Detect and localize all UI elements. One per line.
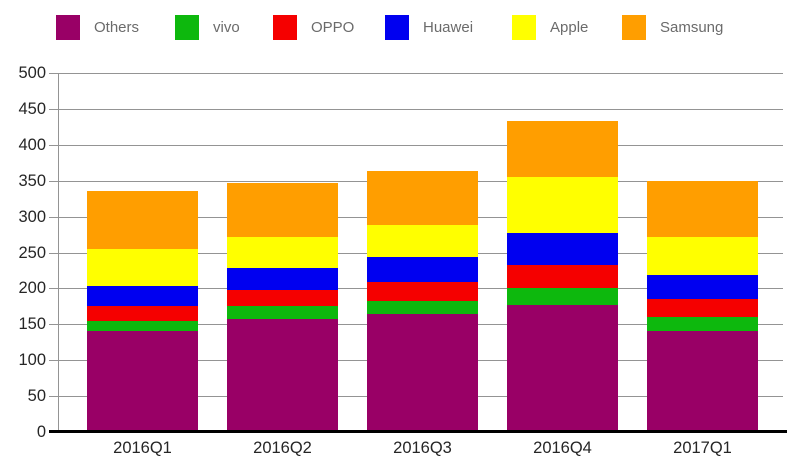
bar-segment-samsung [367,170,478,226]
legend-label: Huawei [423,19,474,36]
legend-item-samsung: Samsung [622,15,723,40]
bar-segment-oppo [227,289,338,306]
legend-item-oppo: OPPO [273,15,354,40]
bar-segment-samsung [647,181,758,237]
legend-label: Apple [550,19,589,36]
legend-swatch-vivo [175,15,199,40]
bar-segment-huawei [507,233,618,265]
y-axis-tick-label: 350 [18,172,46,190]
legend-item-vivo: vivo [175,15,240,40]
y-axis-tick-label: 0 [36,423,46,441]
x-axis-label: 2016Q2 [253,439,312,457]
bar-segment-vivo [647,317,758,331]
y-axis-line [58,73,59,432]
y-axis-tick-label: 150 [18,315,46,333]
gridline-400 [49,145,783,146]
bar-segment-samsung [507,121,618,178]
y-axis-tick-label: 200 [18,279,46,297]
bar-segment-apple [87,248,198,287]
bar-2016Q3 [367,0,478,432]
legend-label: vivo [213,19,240,36]
bar-segment-oppo [647,299,758,318]
bar-segment-huawei [87,286,198,307]
legend-item-others: Others [56,15,139,40]
bar-segment-others [87,331,198,432]
legend-swatch-huawei [385,15,409,40]
legend-label: Samsung [660,19,724,36]
gridline-450 [49,109,783,110]
chart-legend: Others vivo OPPO Huawei Apple Samsung [0,0,800,55]
y-axis-tick-label: 250 [18,244,46,262]
legend-label: Others [94,19,140,36]
bar-segment-vivo [227,305,338,320]
bar-segment-oppo [367,281,478,301]
gridline-500 [49,73,783,74]
bar-segment-samsung [87,191,198,249]
bar-segment-apple [227,237,338,268]
x-axis-label: 2016Q3 [393,439,452,457]
bar-segment-apple [647,236,758,276]
bar-2016Q4 [507,0,618,432]
bar-segment-vivo [367,300,478,315]
bar-segment-others [647,330,758,432]
bar-segment-vivo [87,321,198,332]
legend-label: OPPO [311,19,355,36]
x-axis-line [49,430,787,433]
legend-item-apple: Apple [512,15,588,40]
bar-segment-others [367,314,478,432]
bar-segment-others [227,319,338,432]
y-axis-tick-label: 50 [27,387,46,405]
y-axis-tick-label: 500 [18,64,46,82]
bar-segment-huawei [367,256,478,282]
bar-2016Q2 [227,0,338,432]
bar-segment-apple [367,225,478,257]
y-axis-tick-label: 300 [18,208,46,226]
bar-2016Q1 [87,0,198,432]
x-axis-label: 2017Q1 [673,439,732,457]
bar-segment-samsung [227,182,338,238]
legend-swatch-oppo [273,15,297,40]
bar-segment-huawei [227,267,338,290]
legend-swatch-apple [512,15,536,40]
y-axis-tick-label: 450 [18,100,46,118]
y-axis-tick-label: 400 [18,136,46,154]
legend-swatch-samsung [622,15,646,40]
x-axis-label: 2016Q4 [533,439,592,457]
x-axis-label: 2016Q1 [113,439,172,457]
bar-segment-apple [507,177,618,234]
bar-segment-others [507,304,618,432]
bar-segment-huawei [647,275,758,300]
bar-segment-oppo [87,306,198,322]
y-axis-tick-label: 100 [18,351,46,369]
bar-2017Q1 [647,0,758,432]
legend-swatch-others [56,15,80,40]
bar-segment-oppo [507,264,618,288]
legend-item-huawei: Huawei [385,15,473,40]
bar-segment-vivo [507,287,618,305]
